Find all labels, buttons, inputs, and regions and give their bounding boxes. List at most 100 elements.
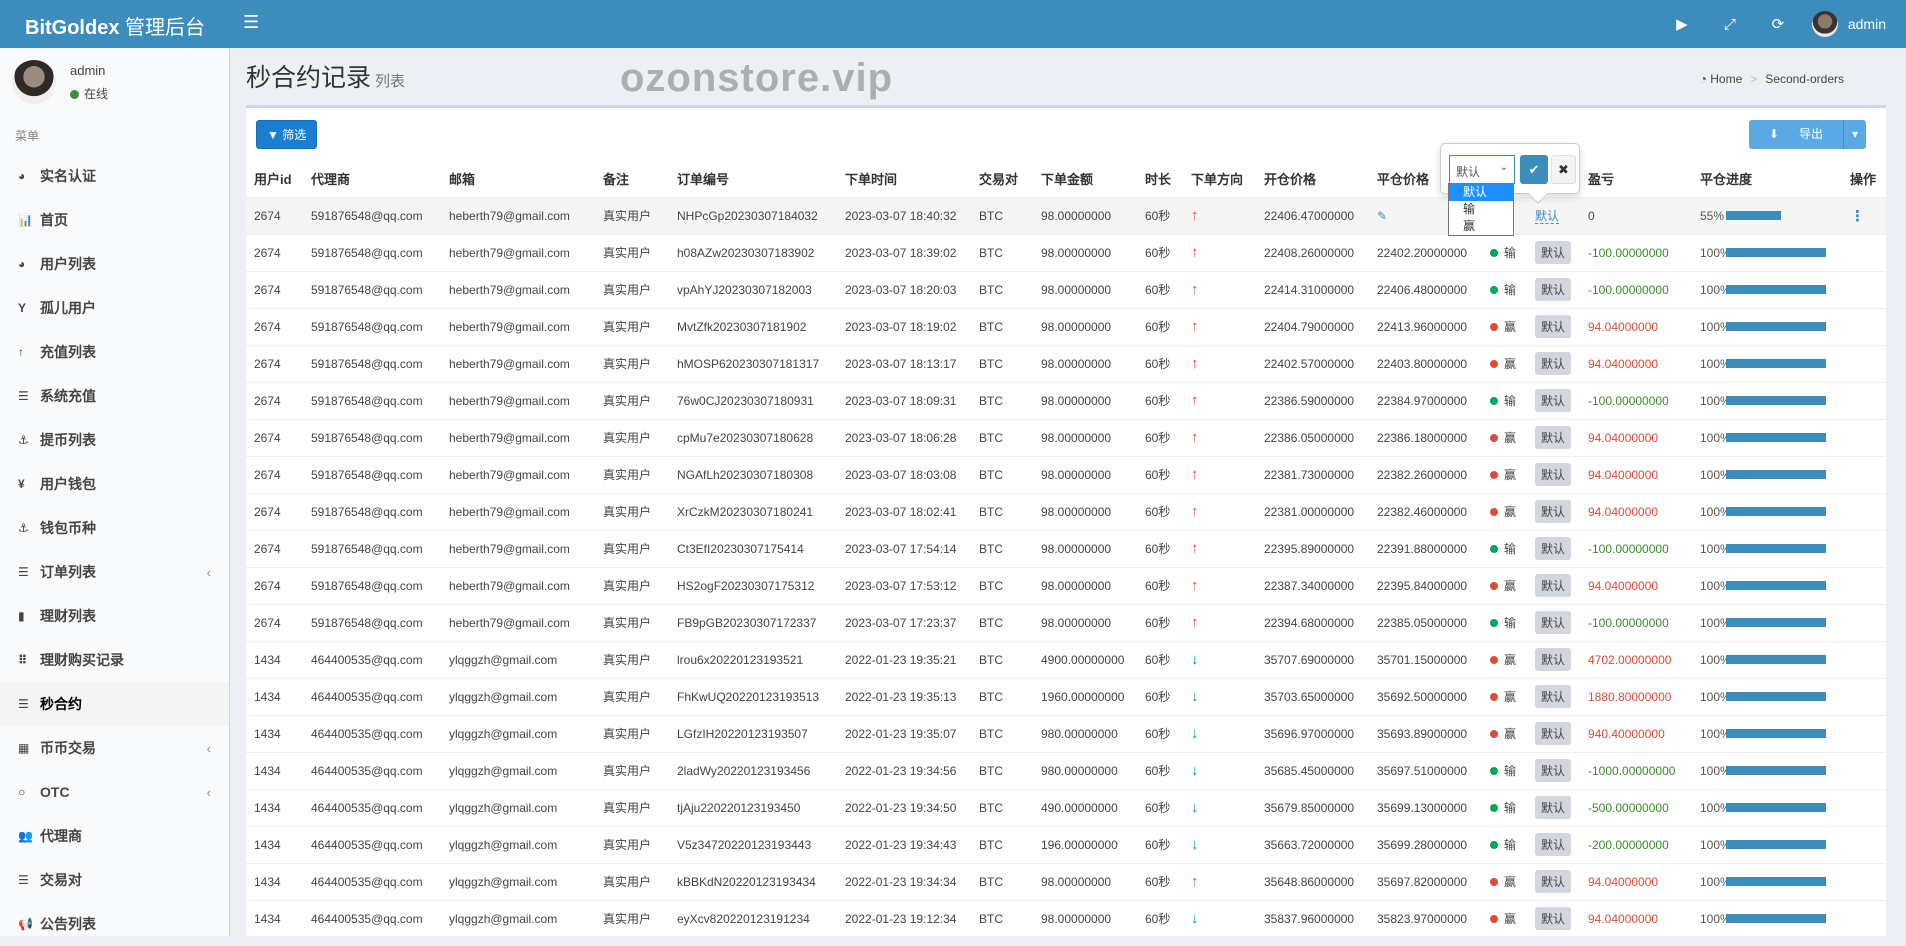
sidebar-item-14[interactable]: ○ OTC ‹ xyxy=(0,770,229,814)
cell-order-text: lrou6x20220123193521 xyxy=(677,652,804,667)
control-button[interactable]: 默认 xyxy=(1535,611,1572,634)
export-dropdown-caret-icon[interactable]: ▾ xyxy=(1842,120,1866,149)
fullscreen-icon[interactable]: ⤢ xyxy=(1723,15,1736,33)
cell-close: 22385.05000000 xyxy=(1369,603,1482,641)
sidebar-item-13[interactable]: ▦ 币币交易 ‹ xyxy=(0,726,229,770)
control-button[interactable]: 默认 xyxy=(1535,907,1572,931)
sidebar-toggle-icon[interactable]: ☰ xyxy=(243,12,260,32)
breadcrumb-current: Second-orders xyxy=(1765,72,1844,86)
cell-note-text: 真实用户 xyxy=(603,209,652,223)
cell-pair: BTC xyxy=(971,529,1033,567)
control-button[interactable]: 默认 xyxy=(1535,389,1572,412)
column-header: 盈亏 xyxy=(1588,171,1615,187)
result-text: 赢 xyxy=(1504,727,1517,741)
sidebar-item-9[interactable]: ☰ 订单列表 ‹ xyxy=(0,550,229,594)
cell-pair: BTC xyxy=(971,344,1033,382)
sidebar-item-5[interactable]: ☰ 系统充值 xyxy=(0,374,229,418)
filter-label: 筛选 xyxy=(282,128,307,142)
cell-result: 赢 xyxy=(1482,899,1527,937)
sidebar-item-7[interactable]: ¥ 用户钱包 xyxy=(0,462,229,506)
cell-order: h08AZw20230307183902 xyxy=(669,233,837,271)
pencil-icon[interactable]: ✎ xyxy=(1377,208,1388,223)
breadcrumb-home[interactable]: Home xyxy=(1710,72,1743,86)
sidebar-item-16[interactable]: ☰ 交易对 xyxy=(0,858,229,902)
sidebar-item-10[interactable]: ▮ 理财列表 xyxy=(0,594,229,638)
cell-uid: 2674 xyxy=(246,233,303,271)
cell-close-text: 35697.82000000 xyxy=(1377,874,1468,889)
option-lose[interactable]: 输 xyxy=(1463,202,1476,216)
cell-close-text: 22402.20000000 xyxy=(1377,245,1468,260)
cell-order: V5z34720220123193443 xyxy=(669,825,837,863)
cell-control: 默认 xyxy=(1527,418,1580,456)
cell-dur: 60秒 xyxy=(1137,455,1183,493)
cell-time: 2022-01-23 19:12:34 xyxy=(837,899,971,937)
control-button[interactable]: 默认 xyxy=(1535,352,1572,375)
cancel-button[interactable]: ✖ xyxy=(1551,155,1576,184)
more-vertical-icon[interactable]: ⋮ xyxy=(1850,207,1865,225)
control-button[interactable]: 默认 xyxy=(1535,278,1572,301)
cell-close: 35697.51000000 xyxy=(1369,751,1482,789)
control-button[interactable]: 默认 xyxy=(1535,463,1572,486)
control-button[interactable]: 默认 xyxy=(1535,833,1572,856)
sidebar-item-2[interactable]: ◕ 用户列表 xyxy=(0,242,229,286)
orders-card: ▼ 筛选 ⬇ 导出 ▾ 用户id 代理商 邮箱 备注 订单编号 下单时间 交易对 下单金额 时长 下单… xyxy=(246,105,1886,937)
control-button[interactable]: 默认 xyxy=(1535,241,1572,264)
sidebar-item-1[interactable]: 📊 首页 xyxy=(0,198,229,242)
control-button[interactable]: 默认 xyxy=(1535,648,1572,671)
control-button[interactable]: 默认 xyxy=(1535,759,1572,782)
watermark: ozonstore.vip xyxy=(620,56,894,100)
sidebar-item-12[interactable]: ☰ 秒合约 xyxy=(0,682,229,726)
control-button[interactable]: 默认 xyxy=(1535,870,1572,893)
cell-email-text: ylqggzh@gmail.com xyxy=(449,763,558,778)
table-row: 1434 464400535@qq.com ylqggzh@gmail.com 真实用… xyxy=(246,899,1886,937)
result-select[interactable]: 默认 ⌄ xyxy=(1449,155,1515,184)
cell-open-text: 22381.73000000 xyxy=(1264,467,1355,482)
column-header: 下单方向 xyxy=(1191,171,1244,187)
sidebar-item-15[interactable]: 👥 代理商 xyxy=(0,814,229,858)
filter-button[interactable]: ▼ 筛选 xyxy=(256,120,318,149)
cell-dur: 60秒 xyxy=(1137,640,1183,678)
option-win[interactable]: 赢 xyxy=(1463,219,1476,233)
cell-order: kBBKdN20220123193434 xyxy=(669,862,837,900)
brand-logo[interactable]: BitGoldex 管理后台 xyxy=(25,11,205,40)
progress: 100% xyxy=(1700,838,1842,852)
control-button[interactable]: 默认 xyxy=(1535,574,1572,597)
control-button[interactable]: 默认 xyxy=(1535,209,1560,224)
sidebar-item-3[interactable]: Y 孤儿用户 xyxy=(0,286,229,330)
arrow-up-icon: ↑ xyxy=(1191,577,1199,594)
control-button[interactable]: 默认 xyxy=(1535,500,1572,523)
cell-amount: 98.00000000 xyxy=(1033,344,1137,382)
sidebar-item-label: 用户列表 xyxy=(40,256,96,272)
sidebar-item-6[interactable]: ⚓ 提币列表 xyxy=(0,418,229,462)
control-button[interactable]: 默认 xyxy=(1535,722,1572,745)
sidebar-item-4[interactable]: ↑ 充值列表 xyxy=(0,330,229,374)
table-row: 1434 464400535@qq.com ylqggzh@gmail.com 真实用… xyxy=(246,677,1886,715)
sidebar-item-17[interactable]: 📢 公告列表 xyxy=(0,902,229,946)
user-menu[interactable]: admin xyxy=(1802,11,1906,37)
option-default[interactable]: 默认 xyxy=(1449,184,1513,201)
cell-uid-text: 1434 xyxy=(254,911,281,926)
cell-note-text: 真实用户 xyxy=(603,616,652,630)
cell-progress: 55% xyxy=(1692,196,1842,234)
control-button[interactable]: 默认 xyxy=(1535,796,1572,819)
cell-pair: BTC xyxy=(971,492,1033,530)
cell-time: 2023-03-07 18:20:03 xyxy=(837,270,971,308)
control-button[interactable]: 默认 xyxy=(1535,426,1572,449)
control-button[interactable]: 默认 xyxy=(1535,315,1572,338)
sidebar-item-0[interactable]: ◕ 实名认证 xyxy=(0,154,229,198)
control-button[interactable]: 默认 xyxy=(1535,685,1572,708)
table-row: 2674 591876548@qq.com heberth79@gmail.com 真… xyxy=(246,492,1886,530)
control-button[interactable]: 默认 xyxy=(1535,537,1572,560)
sidebar-item-11[interactable]: ⠿ 理财购买记录 xyxy=(0,638,229,682)
cell-open-text: 22408.26000000 xyxy=(1264,245,1355,260)
cell-result: 赢 xyxy=(1482,344,1527,382)
confirm-button[interactable]: ✔ xyxy=(1520,155,1548,184)
sidebar-item-8[interactable]: ⚓ 钱包币种 xyxy=(0,506,229,550)
cell-amount: 1960.00000000 xyxy=(1033,677,1137,715)
play-icon[interactable]: ▶ xyxy=(1676,16,1688,33)
refresh-icon[interactable]: ⟳ xyxy=(1771,16,1785,33)
export-button[interactable]: ⬇ 导出 ▾ xyxy=(1748,120,1866,149)
cell-open: 22387.34000000 xyxy=(1256,566,1369,604)
cell-result: 赢 xyxy=(1482,566,1527,604)
cell-time-text: 2022-01-23 19:35:07 xyxy=(845,726,957,741)
